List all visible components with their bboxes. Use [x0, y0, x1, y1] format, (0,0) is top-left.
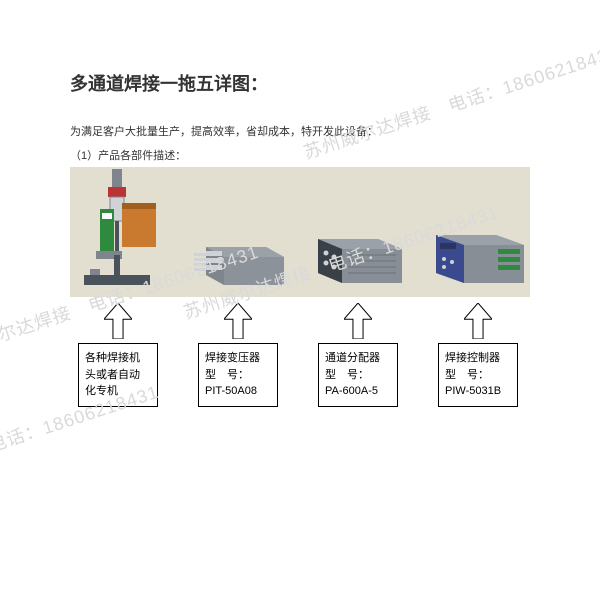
- arrow-welding-head: [104, 303, 132, 339]
- label-line: 各种焊接机: [85, 350, 151, 367]
- equipment-distributor: [308, 231, 408, 287]
- arrow-row: [70, 303, 530, 339]
- label-line: 型 号：: [325, 367, 391, 384]
- label-line: 化专机: [85, 383, 151, 400]
- label-line: PIT-50A08: [205, 383, 271, 400]
- up-arrow-icon: [464, 303, 492, 339]
- label-line: 焊接变压器: [205, 350, 271, 367]
- label-line: 通道分配器: [325, 350, 391, 367]
- welding-head-icon: [78, 169, 168, 287]
- equipment-welding-head: [78, 169, 168, 287]
- equipment-stage: [70, 167, 530, 297]
- label-box-welding-head: 各种焊接机头或者自动化专机: [78, 343, 158, 407]
- label-line: 型 号：: [445, 367, 511, 384]
- label-box-transformer: 焊接变压器型 号：PIT-50A08: [198, 343, 278, 407]
- equipment-controller: [428, 227, 528, 287]
- label-row: 各种焊接机头或者自动化专机焊接变压器型 号：PIT-50A08通道分配器型 号：…: [70, 343, 530, 407]
- page-title: 多通道焊接一拖五详图：: [70, 70, 530, 96]
- label-line: PIW-5031B: [445, 383, 511, 400]
- equipment-transformer: [188, 237, 288, 287]
- arrow-transformer: [224, 303, 252, 339]
- label-box-controller: 焊接控制器型 号：PIW-5031B: [438, 343, 518, 407]
- arrow-controller: [464, 303, 492, 339]
- up-arrow-icon: [224, 303, 252, 339]
- label-box-distributor: 通道分配器型 号：PA-600A-5: [318, 343, 398, 407]
- description-line-2: （1）产品各部件描述：: [70, 148, 530, 166]
- label-line: 焊接控制器: [445, 350, 511, 367]
- arrow-distributor: [344, 303, 372, 339]
- up-arrow-icon: [104, 303, 132, 339]
- label-line: PA-600A-5: [325, 383, 391, 400]
- diagram-page: 多通道焊接一拖五详图： 为满足客户大批量生产，提高效率，省却成本，特开发此设备：…: [70, 70, 530, 407]
- controller-icon: [428, 227, 528, 287]
- transformer-icon: [188, 237, 288, 287]
- label-line: 头或者自动: [85, 367, 151, 384]
- description-line-1: 为满足客户大批量生产，提高效率，省却成本，特开发此设备：: [70, 124, 530, 142]
- up-arrow-icon: [344, 303, 372, 339]
- label-line: 型 号：: [205, 367, 271, 384]
- distributor-icon: [308, 231, 408, 287]
